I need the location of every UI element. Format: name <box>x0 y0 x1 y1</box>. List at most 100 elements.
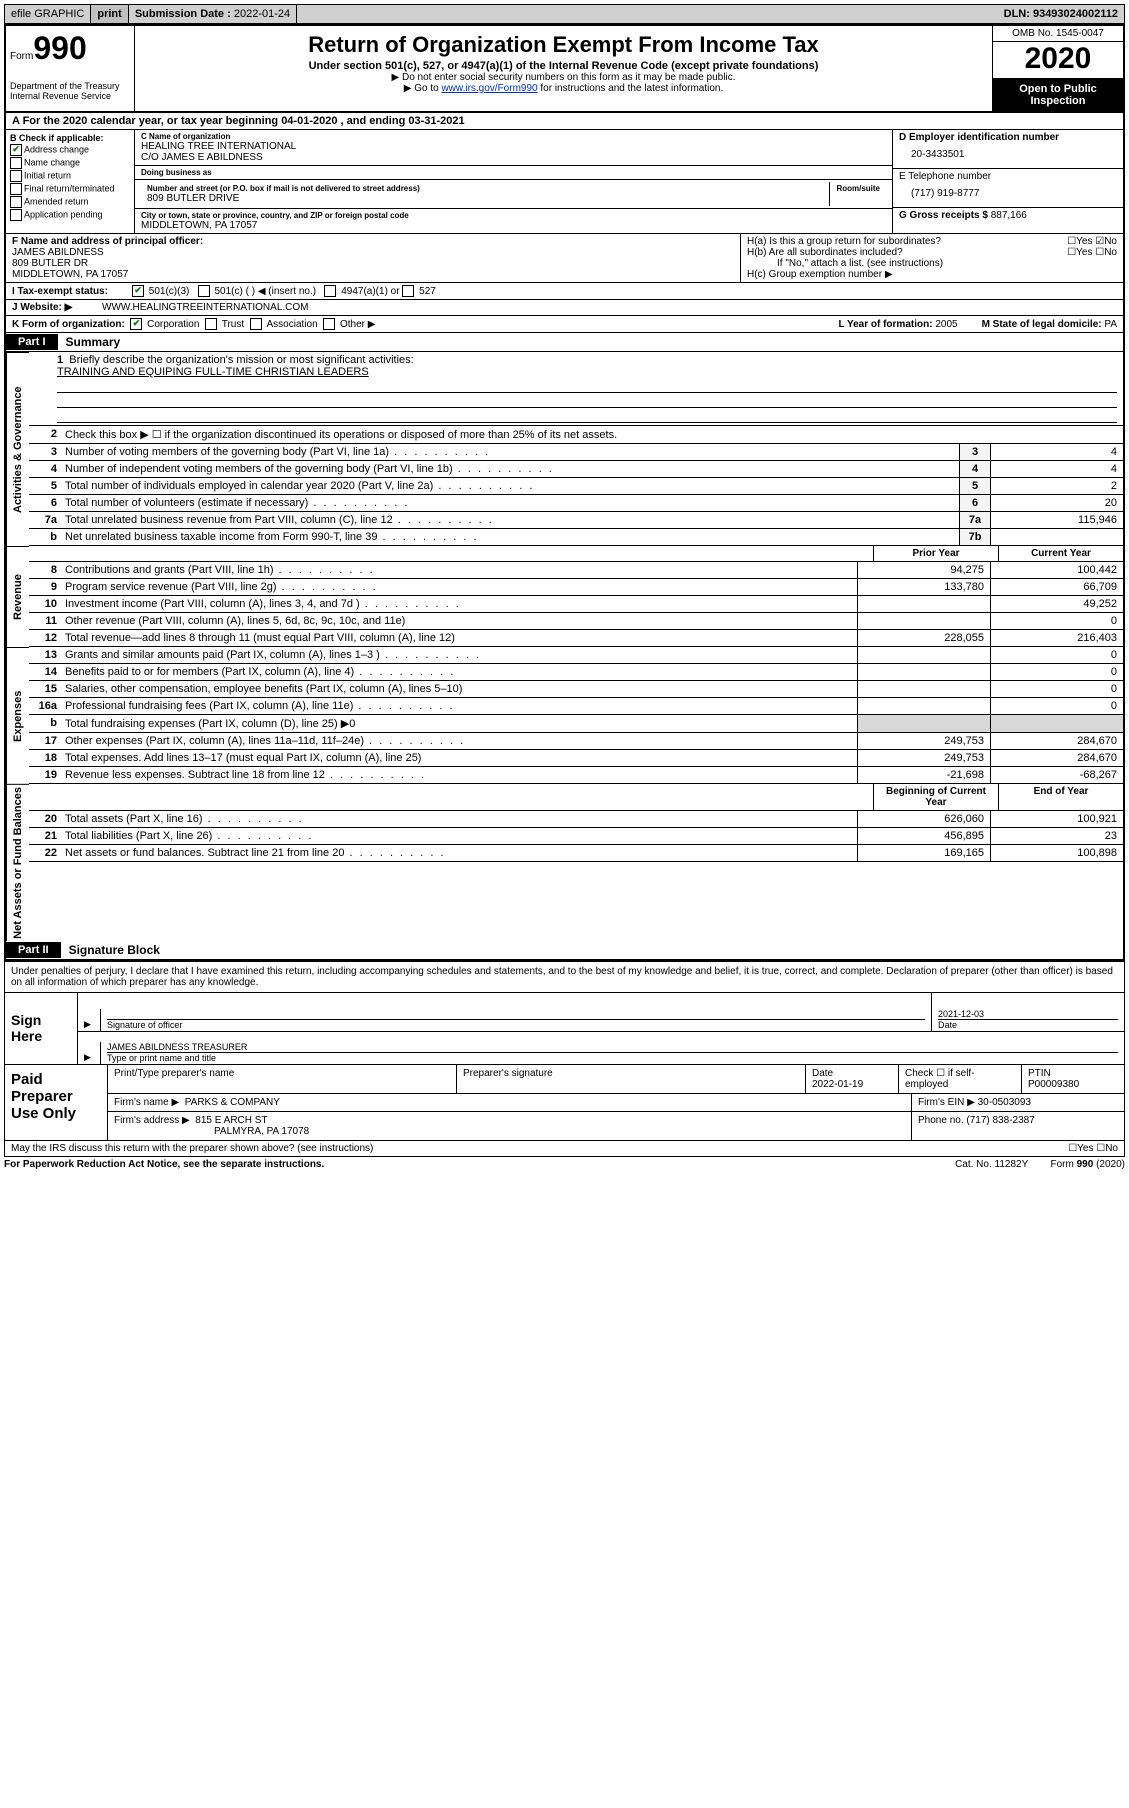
cb-501c[interactable] <box>198 285 210 297</box>
discuss-row: May the IRS discuss this return with the… <box>5 1140 1124 1156</box>
year-formation: L Year of formation: 2005 <box>838 319 957 330</box>
l4-box: 4 <box>959 461 990 477</box>
line-1: 1 Briefly describe the organization's mi… <box>29 352 1123 425</box>
cb-name-change[interactable]: Name change <box>10 157 130 169</box>
website-value: WWW.HEALINGTREEINTERNATIONAL.COM <box>102 302 309 313</box>
dba-label: Doing business as <box>141 168 886 177</box>
line-19: 19Revenue less expenses. Subtract line 1… <box>29 767 1123 784</box>
l12-num: 12 <box>29 630 61 646</box>
hdr-end: End of Year <box>998 784 1123 810</box>
cb-association[interactable] <box>250 318 262 330</box>
year-formation-label: L Year of formation: <box>838 319 935 330</box>
self-employed-check[interactable]: Check ☐ if self-employed <box>899 1065 1022 1093</box>
cb-address-change[interactable]: Address change <box>10 144 130 156</box>
form-header: Form990 Department of the Treasury Inter… <box>6 26 1123 113</box>
firm-name-label: Firm's name ▶ <box>114 1097 179 1108</box>
ein-value: 20-3433501 <box>899 143 1117 166</box>
hb-label: H(b) Are all subordinates included? <box>747 247 1067 258</box>
print-button[interactable]: print <box>91 5 128 23</box>
checkbox-icon <box>10 170 22 182</box>
l18-desc: Total expenses. Add lines 13–17 (must eq… <box>61 750 857 766</box>
form-tag: Form 990 (2020) <box>1051 1159 1126 1170</box>
tel-value: (717) 919-8777 <box>899 182 1117 205</box>
prep-date-label: Date <box>812 1068 833 1079</box>
l16a-prior <box>857 698 990 714</box>
signature-line[interactable] <box>107 1003 925 1020</box>
l8-prior: 94,275 <box>857 562 990 578</box>
hb-yesno[interactable]: ☐Yes ☐No <box>1067 247 1117 258</box>
527-label: 527 <box>419 286 436 297</box>
line-11: 11Other revenue (Part VIII, column (A), … <box>29 613 1123 630</box>
sign-here-label: Sign Here <box>5 993 78 1064</box>
cb-501c3[interactable] <box>132 285 144 297</box>
ha-yesno[interactable]: ☐Yes ☑No <box>1067 236 1117 247</box>
firm-name: PARKS & COMPANY <box>185 1097 280 1108</box>
l17-current: 284,670 <box>990 733 1123 749</box>
side-label-revenue: Revenue <box>6 546 29 647</box>
cb-amended-return[interactable]: Amended return <box>10 196 130 208</box>
rowi-label: I Tax-exempt status: <box>12 286 132 297</box>
l18-current: 284,670 <box>990 750 1123 766</box>
l10-current: 49,252 <box>990 596 1123 612</box>
cb-final-return[interactable]: Final return/terminated <box>10 183 130 195</box>
line-16a: 16aProfessional fundraising fees (Part I… <box>29 698 1123 715</box>
discuss-yesno[interactable]: ☐Yes ☐No <box>1068 1143 1118 1154</box>
row-a-taxyear: A For the 2020 calendar year, or tax yea… <box>6 113 1123 130</box>
cb-other[interactable] <box>323 318 335 330</box>
l19-prior: -21,698 <box>857 767 990 783</box>
l16a-num: 16a <box>29 698 61 714</box>
l4-value: 4 <box>990 461 1123 477</box>
l11-num: 11 <box>29 613 61 629</box>
cb-initial-return[interactable]: Initial return <box>10 170 130 182</box>
l7a-desc: Total unrelated business revenue from Pa… <box>61 512 959 528</box>
l16b-num: b <box>29 715 61 732</box>
l8-num: 8 <box>29 562 61 578</box>
gross-receipts: G Gross receipts $ 887,166 <box>893 208 1123 223</box>
cb-corporation[interactable] <box>130 318 142 330</box>
line-9: 9Program service revenue (Part VIII, lin… <box>29 579 1123 596</box>
side-label-net-assets: Net Assets or Fund Balances <box>6 784 29 941</box>
cb-application-pending[interactable]: Application pending <box>10 209 130 221</box>
dln-value: 93493024002112 <box>1033 8 1118 20</box>
l21-num: 21 <box>29 828 61 844</box>
line-6: 6Total number of volunteers (estimate if… <box>29 495 1123 512</box>
part2-header: Part II Signature Block <box>6 941 1123 960</box>
part2-tab: Part II <box>6 942 61 958</box>
hdr-beginning: Beginning of Current Year <box>873 784 998 810</box>
l7b-box: 7b <box>959 529 990 545</box>
ptin-value: P00009380 <box>1028 1079 1079 1090</box>
l9-prior: 133,780 <box>857 579 990 595</box>
line-10: 10Investment income (Part VIII, column (… <box>29 596 1123 613</box>
l7b-num: b <box>29 529 61 545</box>
cb-final-label: Final return/terminated <box>24 183 115 193</box>
l3-num: 3 <box>29 444 61 460</box>
section-b-to-g: B Check if applicable: Address change Na… <box>6 130 1123 234</box>
assoc-label: Association <box>267 319 318 330</box>
l12-prior: 228,055 <box>857 630 990 646</box>
l16a-current: 0 <box>990 698 1123 714</box>
l3-value: 4 <box>990 444 1123 460</box>
form-of-org-row: K Form of organization: Corporation Trus… <box>6 316 1123 333</box>
hb-note: If "No," attach a list. (see instruction… <box>747 258 1117 269</box>
l19-current: -68,267 <box>990 767 1123 783</box>
efile-top-bar: efile GRAPHIC print Submission Date : 20… <box>4 4 1125 24</box>
checkbox-icon <box>10 209 22 221</box>
l15-current: 0 <box>990 681 1123 697</box>
officer-addr1: 809 BUTLER DR <box>12 258 734 269</box>
arrow-icon: ▶ <box>78 1009 101 1031</box>
l1-desc: Briefly describe the organization's miss… <box>69 354 413 366</box>
street-label: Number and street (or P.O. box if mail i… <box>147 184 823 193</box>
cb-527[interactable] <box>402 285 414 297</box>
corp-label: Corporation <box>147 319 199 330</box>
cb-4947[interactable] <box>324 285 336 297</box>
perjury-statement: Under penalties of perjury, I declare th… <box>5 962 1124 993</box>
inspect-line1: Open to Public <box>995 83 1121 95</box>
l16b-current-shaded <box>990 715 1123 732</box>
4947-label: 4947(a)(1) or <box>341 286 399 297</box>
firm-addr1: 815 E ARCH ST <box>195 1115 267 1126</box>
col-headers-revenue: Prior YearCurrent Year <box>29 546 1123 562</box>
form990-link[interactable]: www.irs.gov/Form990 <box>441 83 537 94</box>
form-num-footer: 990 <box>1077 1159 1094 1170</box>
org-name-label: C Name of organization <box>141 132 886 141</box>
cb-trust[interactable] <box>205 318 217 330</box>
